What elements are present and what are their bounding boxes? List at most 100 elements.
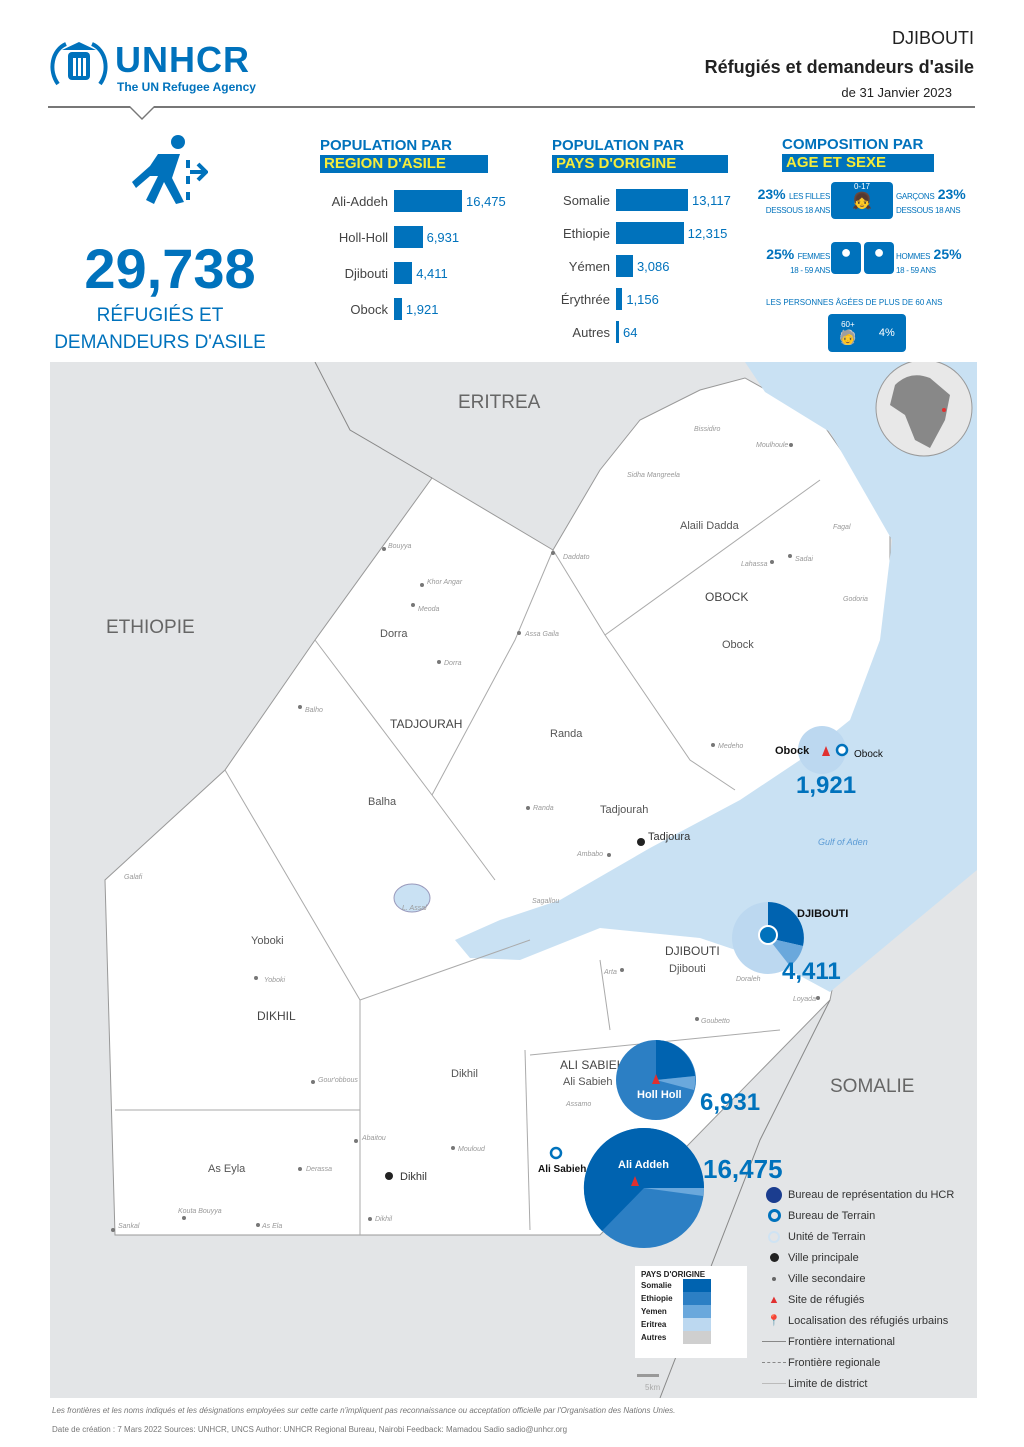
town: Balho — [305, 707, 323, 714]
town: Ambabo — [576, 851, 603, 858]
origin-bar-value: 12,315 — [687, 225, 728, 241]
org-subtitle: The UN Refugee Agency — [117, 80, 256, 94]
disclaimer: Les frontières et les noms indiqués et l… — [52, 1406, 676, 1415]
total-label-line2: DEMANDEURS D'ASILE — [54, 332, 266, 353]
gulf-label: Gulf of Aden — [818, 837, 868, 847]
town: Daddato — [563, 554, 590, 561]
origin-bar — [616, 222, 684, 244]
origin-legend-swatch — [683, 1331, 711, 1344]
origin-section-title: POPULATION PAR PAYS D'ORIGINE — [552, 137, 728, 173]
boys-pct: 23% — [937, 186, 966, 202]
legend-item: Frontière international — [788, 1335, 896, 1348]
secondary-city-icon — [760, 1276, 788, 1281]
town: Sadai — [795, 556, 813, 563]
legend-item: Ville secondaire — [788, 1272, 866, 1285]
field-office-icon — [835, 743, 849, 757]
region-djibouti: DJIBOUTI — [665, 944, 720, 958]
map[interactable]: ERITREA ETHIOPIE SOMALIE OBOCK TADJOURAH… — [50, 362, 977, 1398]
town: Sagallou — [532, 898, 559, 905]
country-name: DJIBOUTI — [891, 28, 974, 48]
town: Loyada — [793, 996, 816, 1003]
report-date: de 31 Janvier 2023 — [841, 85, 952, 100]
region-bar-row: Holl-Holl 6,931 — [318, 226, 459, 248]
boys-sub: DESSOUS 18 ANS — [896, 206, 961, 215]
district-aseyla: As Eyla — [208, 1163, 246, 1175]
town: Kouta Bouyya — [178, 1208, 222, 1215]
regional-border-icon — [760, 1362, 788, 1363]
origin-bar-label: Érythrée — [560, 291, 610, 307]
refugee-site-icon — [822, 746, 830, 756]
legend-item: Site de réfugiés — [788, 1293, 865, 1306]
district-tadjourah: Tadjourah — [600, 804, 648, 816]
town: Sidha Mangreela — [627, 472, 680, 479]
field-office-icon — [760, 1209, 788, 1222]
origin-legend-swatch — [683, 1318, 711, 1331]
region-bar — [394, 190, 462, 212]
legend-item: Bureau de Terrain — [788, 1209, 876, 1222]
region-bar-value: 16,475 — [466, 193, 506, 209]
origin-bar — [616, 321, 619, 343]
legend-item: Frontière regionale — [788, 1356, 881, 1369]
city-djibouti: DJIBOUTI — [797, 908, 848, 920]
men-stat: HOMMES 25% 18 - 59 ANS — [896, 246, 980, 276]
town: Randa — [533, 805, 554, 812]
site-hollholl-value: 6,931 — [700, 1089, 760, 1116]
lake-label: L. Assal — [402, 905, 427, 912]
main-city-icon — [760, 1253, 788, 1262]
district-randa: Randa — [550, 728, 583, 740]
origin-legend-item: Eritrea — [641, 1318, 741, 1331]
pie-aliaddeh[interactable] — [583, 1127, 704, 1248]
elder-box: 60+ 🧓 4% — [828, 314, 906, 352]
region-bar-row: Obock 1,921 — [318, 298, 438, 320]
region-bar — [394, 262, 413, 284]
town: Yoboki — [264, 977, 285, 984]
district-alisabieh: Ali Sabieh — [563, 1076, 613, 1088]
women-pct: 25% — [766, 246, 795, 262]
page-title: Réfugiés et demandeurs d'asile — [704, 57, 974, 77]
town: Lahassa — [741, 561, 768, 568]
town: Arta — [603, 969, 617, 976]
site-obock-label: Obock — [775, 745, 810, 757]
district-yoboki: Yoboki — [251, 935, 284, 947]
lake-assal — [393, 883, 431, 913]
field-unit-icon — [760, 1230, 788, 1243]
site-djibouti-value: 4,411 — [782, 958, 841, 985]
refugee-site-icon: ▲ — [768, 1293, 780, 1306]
field-office-icon — [549, 1146, 563, 1160]
hcr-office-icon — [760, 1186, 788, 1203]
girls-pct: 23% — [757, 186, 786, 202]
women-label: FEMMES — [797, 252, 831, 261]
office-obock-label: Obock — [854, 749, 884, 760]
children-icon: 👧 — [852, 193, 872, 210]
origin-bar-label: Autres — [572, 324, 610, 340]
origin-bar-row: Somalie 13,117 — [540, 189, 731, 211]
town: Medeho — [718, 743, 743, 750]
composition-title: COMPOSITION PAR — [782, 136, 924, 153]
site-aliaddeh-label: Ali Addeh — [618, 1159, 669, 1171]
refugee-site-icon — [652, 1074, 660, 1084]
district-dikhil: Dikhil — [451, 1068, 478, 1080]
pie-obock[interactable] — [798, 726, 846, 774]
country-labels: ERITREA ETHIOPIE SOMALIE — [106, 392, 914, 1097]
town: Abaitou — [361, 1135, 386, 1142]
men-label: HOMMES — [896, 252, 931, 261]
elder-title: LES PERSONNES ÂGÉES DE PLUS DE 60 ANS — [766, 298, 943, 307]
district-balha: Balha — [368, 796, 397, 808]
location-pin-icon: 📍 — [767, 1315, 781, 1327]
girls-stat: 23% LES FILLES DESSOUS 18 ANS — [746, 186, 831, 216]
region-bar-label: Djibouti — [344, 265, 388, 281]
girls-sub: DESSOUS 18 ANS — [765, 206, 831, 215]
origin-legend-swatch — [683, 1305, 711, 1318]
origin-legend-item: Yemen — [641, 1305, 741, 1318]
town-labels: Bissidiro Moulhoule Sidha Mangreela Faga… — [118, 426, 868, 1230]
origin-highlight: PAYS D'ORIGINE — [552, 155, 728, 173]
divider-notch-inner — [130, 106, 154, 118]
origin-bar — [616, 255, 633, 277]
town: Assamo — [565, 1101, 591, 1108]
town: Doraleh — [736, 976, 761, 983]
main-city-dots — [385, 838, 645, 1180]
map-legend: Bureau de représentation du HCR Bureau d… — [760, 1184, 954, 1394]
town: Godoria — [843, 596, 868, 603]
town: Derassa — [306, 1166, 332, 1173]
district-obock: Obock — [722, 639, 754, 651]
